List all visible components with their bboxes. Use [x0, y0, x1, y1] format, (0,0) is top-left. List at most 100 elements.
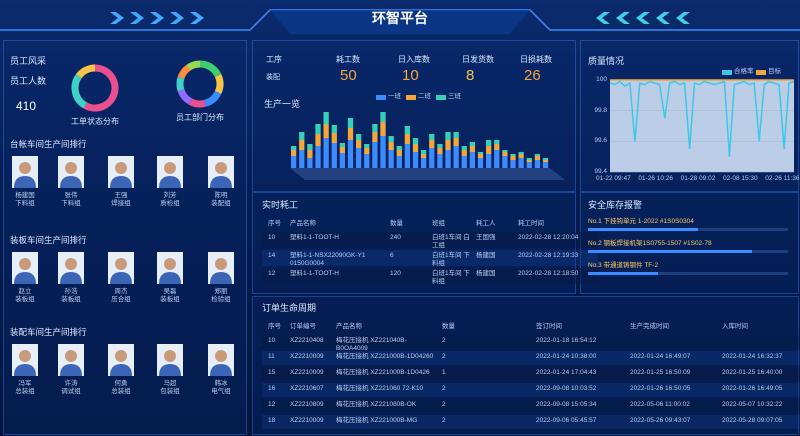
- table-cell: 杨建国: [476, 252, 496, 259]
- kpi-label: 耗工数: [336, 55, 360, 64]
- table-header: 产品名称: [336, 323, 362, 330]
- bar-segment: [469, 152, 476, 168]
- avatar-body: [60, 176, 82, 188]
- avatar: [157, 344, 183, 376]
- avatar-head: [115, 350, 127, 362]
- panel-title: 实时耗工: [262, 200, 299, 210]
- alert-bar-fill: [588, 272, 658, 275]
- legend-label: 目标: [768, 68, 781, 75]
- table-cell: 2022-01-24 10:38:00: [536, 353, 597, 360]
- table-row: [262, 367, 800, 381]
- bar-segment: [526, 158, 532, 160]
- bar-segment: [542, 162, 549, 168]
- table-cell: 梅花压接机 XZ221080B-OK: [336, 401, 417, 408]
- bar-segment: [356, 134, 362, 140]
- person-team: 装板组: [15, 296, 35, 303]
- donut-chart: [71, 64, 119, 112]
- table-header: 班组: [432, 220, 445, 227]
- legend-label: 一班: [388, 93, 401, 100]
- line-chart: [609, 79, 795, 173]
- person-name: 何勇: [114, 380, 128, 387]
- table-cell: 12: [268, 401, 276, 408]
- bar-segment: [437, 144, 443, 148]
- bar-segment: [510, 154, 516, 156]
- bar-segment: [315, 124, 321, 134]
- bar-segment: [356, 148, 362, 168]
- panel-title: 生产一览: [264, 99, 301, 109]
- table-cell: 6: [390, 252, 394, 259]
- table-cell: 11: [268, 353, 275, 360]
- table-cell: 2022-02-28 12:20:04: [518, 234, 579, 241]
- table-cell: XZ2210607: [290, 385, 324, 392]
- ranking-title: 装板车间生产间排行: [10, 235, 87, 245]
- table-row: [262, 415, 800, 429]
- legend-swatch: [436, 95, 446, 100]
- table-cell: 塑料1-1-NSX22090GK-Y1 0150G0004: [290, 252, 366, 267]
- person-team: 检验组: [211, 296, 231, 303]
- bar-segment: [518, 158, 524, 168]
- bar-segment: [494, 140, 500, 144]
- person-team: 装配组: [211, 200, 231, 207]
- bar-segment: [421, 154, 427, 158]
- person-name: 陈明: [214, 192, 228, 199]
- avatar-head: [65, 350, 77, 362]
- table-cell: 梅花压接机 XZ221000B-1D04260: [336, 353, 434, 360]
- person-team: 调试组: [61, 388, 81, 395]
- y-tick-label: 99.8: [594, 106, 607, 114]
- plot-bg: [610, 80, 794, 172]
- person-team: 质检组: [160, 200, 180, 207]
- table-row: [262, 383, 800, 397]
- bar-segment: [339, 143, 346, 147]
- ranking-title: 台帐车间生产间排行: [10, 139, 87, 149]
- bar-segment: [388, 142, 394, 150]
- alerts-panel: [580, 192, 799, 294]
- avatar-body: [210, 364, 232, 376]
- bar-segment: [404, 126, 411, 134]
- table-cell: 2022-01-25 16:40:00: [722, 369, 783, 376]
- x-tick-label: 02-26 11:36: [765, 175, 800, 182]
- bar-segment: [445, 140, 451, 150]
- alert-bar: [588, 250, 788, 253]
- bar-segment: [502, 152, 508, 156]
- donut-segment: [75, 64, 96, 79]
- header-frame: [0, 9, 800, 34]
- table-cell: 2022-05-07 10:32:22: [722, 401, 783, 408]
- avatar-body: [159, 364, 181, 376]
- legend-label: 二班: [418, 93, 431, 100]
- kpi-label: 日发货数: [462, 55, 494, 64]
- avatar-head: [115, 162, 127, 174]
- avatar-body: [159, 272, 181, 284]
- kpi-value: 8: [466, 67, 475, 84]
- person-team: 压合组: [111, 296, 131, 303]
- donut-segment: [71, 74, 88, 109]
- avatar: [108, 344, 134, 376]
- person-team: 总装组: [15, 388, 35, 395]
- avatar-head: [164, 258, 176, 270]
- kpi-value: 装配: [266, 74, 280, 81]
- avatar: [58, 344, 84, 376]
- legend-swatch: [406, 95, 416, 100]
- alert-bar-fill: [588, 228, 698, 231]
- bar-segment: [477, 154, 484, 158]
- bar-segment: [526, 160, 532, 162]
- table-cell: 2022-01-24 16:32:37: [722, 353, 783, 360]
- avatar-head: [19, 350, 31, 362]
- legend-label: 三班: [448, 93, 461, 100]
- bar-segment: [412, 138, 419, 144]
- table-cell: 2: [442, 417, 446, 424]
- bar-segment: [356, 140, 362, 148]
- bar-segment: [347, 128, 354, 140]
- bar-segment: [518, 152, 524, 154]
- avatar-body: [110, 176, 132, 188]
- table-header: 签订时间: [536, 323, 562, 330]
- avatar-body: [110, 272, 132, 284]
- bar-segment: [396, 156, 402, 168]
- donut-caption: 员工部门分布: [176, 113, 224, 122]
- bar-segment: [299, 132, 305, 140]
- avatar: [208, 156, 234, 188]
- avatar-body: [210, 176, 232, 188]
- donut-segment: [199, 60, 222, 78]
- panel-title: 质量情况: [588, 56, 625, 66]
- bar-segment: [518, 154, 524, 158]
